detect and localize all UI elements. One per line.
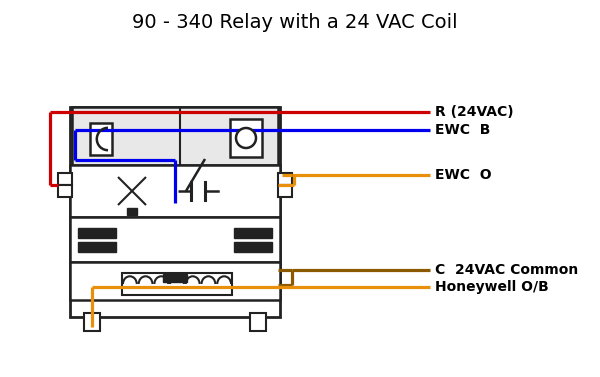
Bar bbox=[234, 242, 272, 252]
Bar bbox=[70, 107, 280, 317]
Text: C  24VAC Common: C 24VAC Common bbox=[435, 263, 578, 277]
Text: R (24VAC): R (24VAC) bbox=[435, 105, 514, 119]
Text: Honeywell O/B: Honeywell O/B bbox=[435, 280, 549, 294]
Bar bbox=[163, 274, 187, 282]
Circle shape bbox=[236, 128, 256, 148]
Bar bbox=[90, 123, 112, 155]
Bar bbox=[78, 242, 116, 252]
Bar bbox=[58, 173, 72, 185]
Bar bbox=[230, 119, 262, 157]
Bar bbox=[72, 107, 278, 165]
Bar bbox=[70, 165, 280, 217]
Bar bbox=[127, 208, 137, 215]
Text: EWC  O: EWC O bbox=[435, 168, 491, 182]
Bar bbox=[278, 173, 292, 185]
Bar bbox=[78, 228, 116, 238]
Bar bbox=[70, 262, 280, 300]
Text: 90 - 340 Relay with a 24 VAC Coil: 90 - 340 Relay with a 24 VAC Coil bbox=[132, 12, 458, 32]
Bar bbox=[234, 228, 272, 238]
Bar bbox=[70, 217, 280, 262]
Bar bbox=[58, 185, 72, 197]
Bar bbox=[278, 185, 292, 197]
Bar bbox=[250, 313, 266, 331]
Bar bbox=[122, 273, 232, 295]
Bar bbox=[84, 313, 100, 331]
Text: EWC  B: EWC B bbox=[435, 123, 490, 137]
